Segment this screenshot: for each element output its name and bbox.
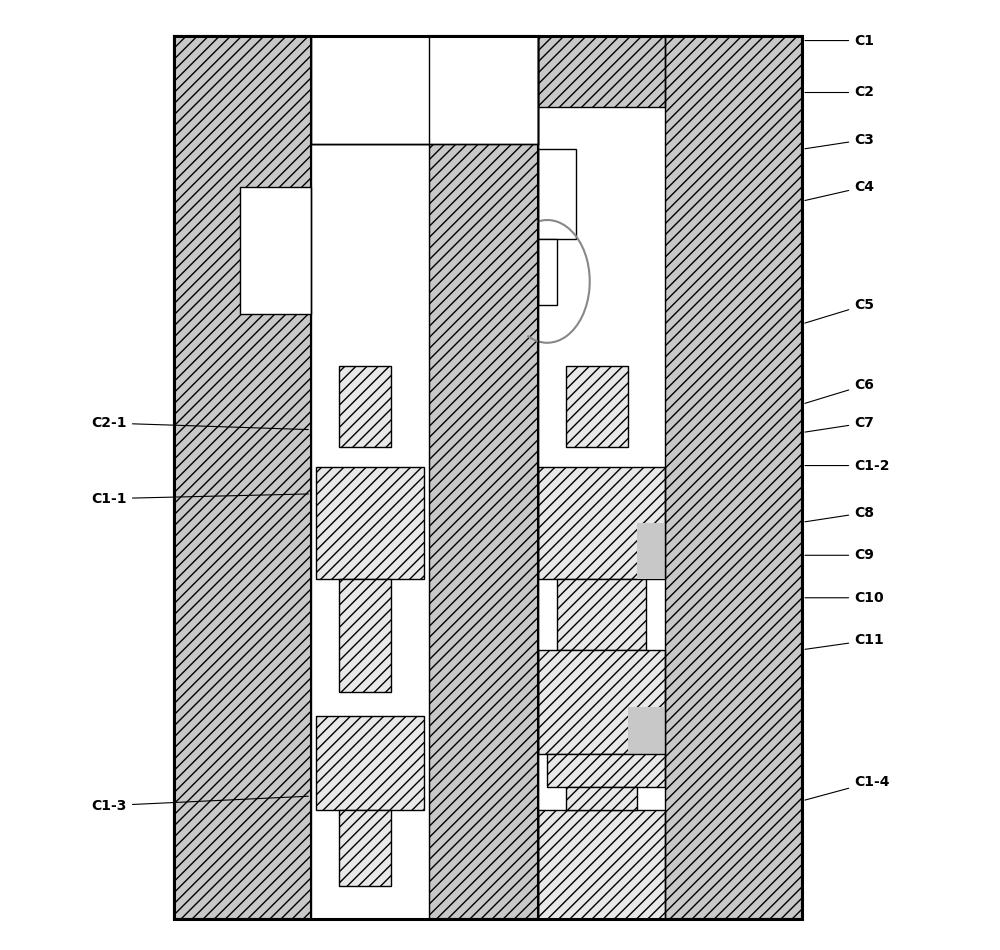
Bar xyxy=(316,716,424,810)
Text: C1: C1 xyxy=(805,33,874,48)
Text: C1-1: C1-1 xyxy=(91,491,308,505)
Text: C2: C2 xyxy=(805,86,874,100)
Text: C1-2: C1-2 xyxy=(805,459,890,472)
Text: C11: C11 xyxy=(805,634,884,650)
Text: C7: C7 xyxy=(805,416,874,432)
Bar xyxy=(339,810,391,885)
Bar xyxy=(311,36,429,919)
Bar xyxy=(628,707,665,753)
Bar xyxy=(429,36,538,919)
Text: C4: C4 xyxy=(805,180,874,200)
Bar xyxy=(311,36,429,144)
Bar xyxy=(174,36,311,919)
Bar xyxy=(538,810,665,919)
Bar xyxy=(538,467,665,579)
Bar xyxy=(174,36,802,919)
Bar xyxy=(311,36,538,144)
Bar xyxy=(339,579,391,693)
Bar xyxy=(339,367,391,446)
Bar xyxy=(547,753,665,787)
Text: C2-1: C2-1 xyxy=(91,416,308,430)
Bar xyxy=(566,787,637,810)
Text: C1-3: C1-3 xyxy=(92,796,308,812)
Bar xyxy=(538,36,665,106)
Bar xyxy=(316,467,424,579)
Text: C5: C5 xyxy=(805,298,874,323)
Bar xyxy=(566,367,628,446)
Bar xyxy=(665,36,802,919)
Text: C9: C9 xyxy=(805,548,874,562)
Bar xyxy=(637,523,665,579)
Text: C8: C8 xyxy=(805,505,874,522)
Bar xyxy=(538,238,557,305)
Bar xyxy=(538,36,665,919)
Text: C3: C3 xyxy=(805,133,874,149)
Text: C6: C6 xyxy=(805,378,874,404)
Bar xyxy=(538,650,665,753)
Bar xyxy=(240,187,311,314)
Text: C10: C10 xyxy=(805,591,884,605)
Bar xyxy=(538,149,576,238)
Text: C1-4: C1-4 xyxy=(805,775,890,800)
Bar xyxy=(557,579,646,650)
